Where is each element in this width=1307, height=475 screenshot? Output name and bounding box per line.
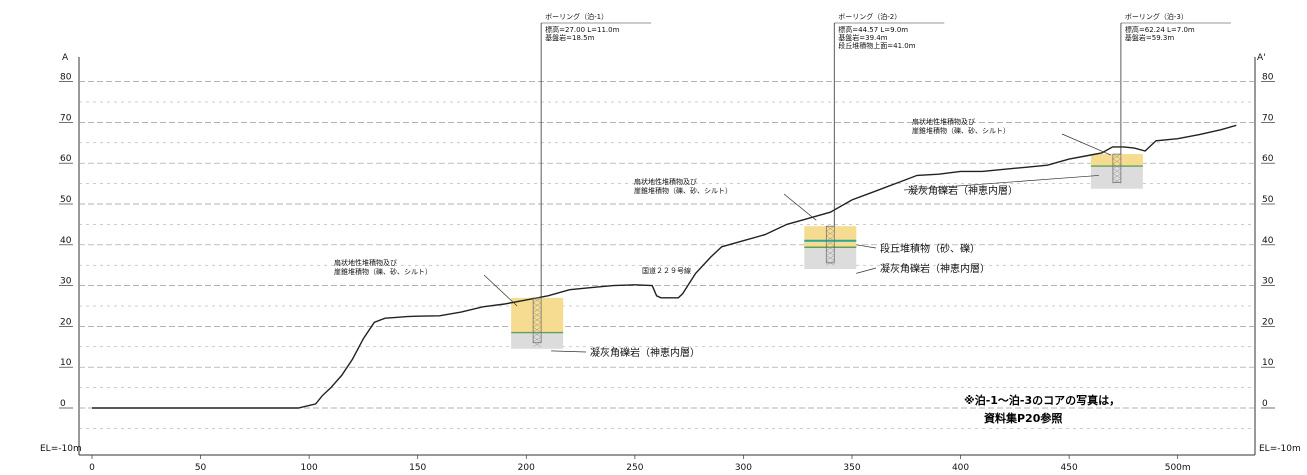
deposit-fill bbox=[1091, 154, 1143, 166]
y-bottom-label-left: EL=-10m bbox=[40, 444, 82, 454]
x-tick-label: 0 bbox=[89, 463, 95, 473]
bedrock-label: 凝灰角礫岩（神恵内層） bbox=[908, 184, 1018, 197]
borehole-info-line: 標高=44.57 L=9.0m bbox=[838, 25, 908, 34]
y-tick-label-left: 0 bbox=[60, 399, 66, 409]
deposit-label-line2: 崖錐堆積物（礫、砂、シルト） bbox=[334, 267, 432, 276]
borehole-info-line: 基盤岩=39.4m bbox=[838, 33, 887, 42]
bedrock-fill bbox=[511, 333, 563, 349]
y-tick-label-right: 80 bbox=[1262, 73, 1274, 83]
x-tick-label: 50 bbox=[195, 463, 207, 473]
bedrock-leader bbox=[551, 351, 586, 352]
y-tick-label-right: 30 bbox=[1262, 277, 1274, 287]
x-tick-label: 300 bbox=[735, 463, 752, 473]
y-tick-label-left: 60 bbox=[60, 154, 72, 164]
bedrock-leader bbox=[856, 268, 876, 273]
y-tick-label-left: 70 bbox=[60, 113, 72, 123]
deposit-label-line1: 扇状地性堆積物及び bbox=[334, 258, 397, 267]
y-tick-label-left: 20 bbox=[60, 317, 72, 327]
road-label: 国道２２９号線 bbox=[642, 266, 691, 275]
borehole-info-line: 標高=62.24 L=7.0m bbox=[1125, 25, 1195, 34]
y-tick-label-right: 60 bbox=[1262, 154, 1274, 164]
borehole-title: ボーリング（泊-3） bbox=[1125, 12, 1188, 21]
deposit-label-line2: 崖錐堆積物（礫、砂、シルト） bbox=[634, 186, 732, 195]
bedrock-label: 凝灰角礫岩（神恵内層） bbox=[590, 346, 700, 359]
x-tick-label: 150 bbox=[409, 463, 426, 473]
x-tick-label: 450 bbox=[1061, 463, 1078, 473]
x-tick-label: 100 bbox=[301, 463, 318, 473]
borehole-title: ボーリング（泊-1） bbox=[545, 12, 608, 21]
borehole-info-line: 段丘堆積物上面=41.0m bbox=[838, 41, 915, 50]
y-tick-label-right: 10 bbox=[1262, 358, 1274, 368]
deposit-label-line1: 扇状地性堆積物及び bbox=[634, 177, 697, 186]
y-tick-label-left: 40 bbox=[60, 236, 72, 246]
y-tick-label-right: 70 bbox=[1262, 113, 1274, 123]
deposit-fill bbox=[804, 226, 856, 247]
x-tick-label: 250 bbox=[626, 463, 643, 473]
borehole-info-line: 基盤岩=59.3m bbox=[1125, 33, 1174, 42]
y-tick-label-right: 20 bbox=[1262, 317, 1274, 327]
bedrock-fill bbox=[1091, 166, 1143, 189]
deposit-leader bbox=[784, 194, 816, 220]
y-tick-label-left: 10 bbox=[60, 358, 72, 368]
deposit-leader bbox=[484, 275, 517, 306]
deposit-leader bbox=[1062, 134, 1111, 155]
deposit-label-line1: 扇状地性堆積物及び bbox=[912, 117, 975, 126]
bedrock-label: 凝灰角礫岩（神恵内層） bbox=[880, 262, 990, 275]
borehole-info-line: 標高=27.00 L=11.0m bbox=[545, 25, 619, 34]
x-tick-label: 350 bbox=[843, 463, 860, 473]
y-tick-label-left: 30 bbox=[60, 277, 72, 287]
section-right-label: A' bbox=[1257, 53, 1266, 63]
layer-fills bbox=[511, 154, 1143, 349]
core-photo-note-line2: 資料集P20参照 bbox=[984, 411, 1062, 425]
y-tick-label-right: 50 bbox=[1262, 195, 1274, 205]
y-bottom-label-right: EL=-10m bbox=[1259, 444, 1301, 454]
x-tick-label: 400 bbox=[952, 463, 969, 473]
borehole-title: ボーリング（泊-2） bbox=[838, 12, 901, 21]
y-tick-label-left: 80 bbox=[60, 73, 72, 83]
core-photo-note-line1: ※泊-1～泊-3のコアの写真は， bbox=[964, 393, 1120, 407]
y-tick-label-right: 0 bbox=[1262, 399, 1268, 409]
x-tick-label: 500m bbox=[1165, 463, 1191, 473]
deposit-label-line2: 崖錐堆積物（礫、砂、シルト） bbox=[912, 126, 1010, 135]
terrace-label: 段丘堆積物（砂、礫） bbox=[880, 242, 980, 255]
borehole-info-line: 基盤岩=18.5m bbox=[545, 33, 594, 42]
section-left-label: A bbox=[62, 53, 69, 63]
y-tick-label-left: 50 bbox=[60, 195, 72, 205]
grid-lines bbox=[79, 82, 1255, 429]
y-tick-label-right: 40 bbox=[1262, 236, 1274, 246]
terrace-leader bbox=[856, 245, 876, 248]
x-tick-label: 200 bbox=[518, 463, 535, 473]
